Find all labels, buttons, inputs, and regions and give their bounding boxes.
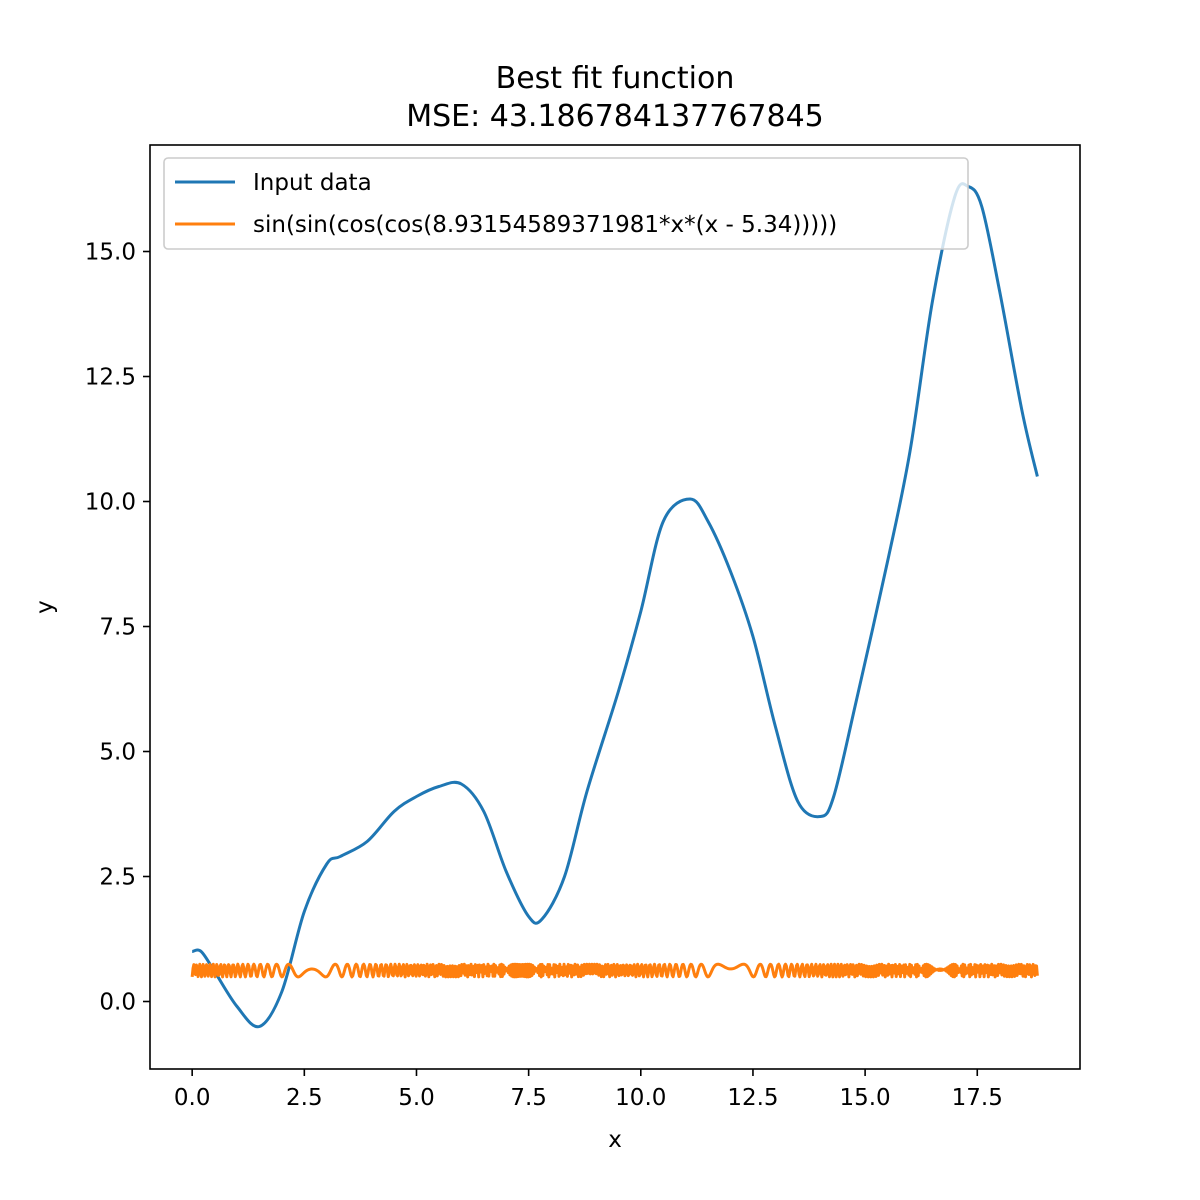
axes-frame	[149, 144, 1081, 1070]
y-tick-label: 12.5	[85, 365, 136, 391]
y-tick-label: 15.0	[85, 240, 136, 266]
y-tick-label: 7.5	[99, 615, 136, 641]
x-tick-label: 10.0	[615, 1085, 666, 1111]
series-layer	[190, 182, 1039, 1029]
legend-label-best-fit: sin(sin(cos(cos(8.93154589371981*x*(x - …	[253, 212, 837, 238]
x-tick-label: 5.0	[398, 1085, 435, 1111]
x-axis-ticks: 0.0 2.5 5.0 7.5 10.0 12.5 15.0 17.5	[174, 1069, 1003, 1111]
x-tick-label: 17.5	[952, 1085, 1003, 1111]
x-axis-label: x	[608, 1127, 622, 1153]
legend-box	[163, 157, 969, 250]
plot-area	[149, 144, 1081, 1070]
y-axis-ticks: 0.0 2.5 5.0 7.5 10.0 12.5 15.0	[85, 240, 150, 1016]
x-tick-label: 12.5	[727, 1085, 778, 1111]
legend-label-input-data: Input data	[253, 170, 372, 196]
y-axis-label: y	[32, 600, 58, 614]
y-tick-label: 2.5	[99, 865, 136, 891]
chart-title: Best fit function	[496, 61, 735, 96]
x-tick-label: 0.0	[174, 1085, 211, 1111]
y-tick-label: 10.0	[85, 490, 136, 516]
series-line-best-fit	[190, 962, 1039, 979]
y-tick-label: 0.0	[99, 990, 136, 1016]
y-tick-label: 5.0	[99, 740, 136, 766]
x-tick-label: 2.5	[286, 1085, 323, 1111]
chart-subtitle: MSE: 43.186784137767845	[406, 99, 824, 134]
series-line-input-data	[191, 182, 1039, 1029]
x-tick-label: 15.0	[839, 1085, 890, 1111]
legend: Input data sin(sin(cos(cos(8.93154589371…	[163, 157, 969, 250]
x-tick-label: 7.5	[510, 1085, 547, 1111]
